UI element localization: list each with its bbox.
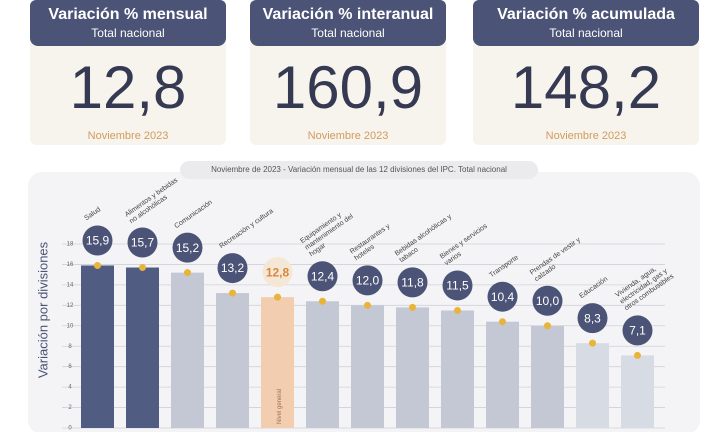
bar bbox=[576, 343, 609, 428]
bar bbox=[306, 301, 339, 428]
value-label: 12,0 bbox=[356, 274, 380, 288]
value-bubble bbox=[442, 270, 473, 301]
value-label: 11,8 bbox=[401, 276, 424, 290]
bar bbox=[81, 265, 114, 428]
bar-dot bbox=[229, 289, 236, 297]
bar bbox=[486, 321, 519, 428]
value-bubble bbox=[307, 261, 338, 292]
value-bubble bbox=[217, 253, 248, 284]
y-tick-label: 14 bbox=[67, 282, 74, 288]
bar-dot bbox=[184, 269, 191, 277]
y-tick-label: 12 bbox=[67, 303, 74, 309]
bar-dot bbox=[634, 351, 641, 359]
bar bbox=[531, 325, 564, 428]
chart-title: Noviembre de 2023 - Variación mensual de… bbox=[211, 165, 507, 174]
bar-dot bbox=[499, 318, 506, 326]
card-header: Variación % interanual Total nacional bbox=[250, 0, 446, 46]
value-bubble bbox=[487, 281, 518, 312]
value-bubble bbox=[127, 227, 158, 258]
card-title: Variación % mensual bbox=[48, 6, 208, 23]
card-subtitle: Total nacional bbox=[91, 26, 165, 40]
y-axis-label: Variación por divisiones bbox=[35, 241, 50, 378]
bar-dot bbox=[94, 261, 101, 269]
bar-dot bbox=[589, 339, 596, 347]
bar bbox=[126, 267, 159, 428]
value-label: 8,3 bbox=[584, 311, 601, 325]
value-label: 15,2 bbox=[176, 241, 200, 255]
bar-dot bbox=[364, 301, 371, 309]
value-label: 15,7 bbox=[131, 236, 155, 250]
y-tick-label: 10 bbox=[67, 323, 74, 329]
y-tick-label: 4 bbox=[68, 385, 72, 391]
bar-dot bbox=[544, 322, 551, 330]
value-label: 12,4 bbox=[311, 269, 335, 283]
value-bubble bbox=[577, 303, 608, 334]
card-value: 160,9 bbox=[272, 54, 424, 121]
kpi-card: Variación % mensual Total nacional 12,8 Nov… bbox=[30, 0, 226, 145]
y-tick-label: 2 bbox=[68, 405, 72, 411]
y-tick-label: 18 bbox=[67, 242, 74, 248]
bar bbox=[351, 305, 384, 428]
card-subtitle: Total nacional bbox=[549, 26, 623, 40]
value-bubble bbox=[82, 225, 113, 256]
bar-dot bbox=[409, 303, 416, 311]
bar-dot bbox=[454, 306, 461, 314]
y-tick-label: 8 bbox=[68, 344, 72, 350]
value-bubble bbox=[532, 285, 563, 316]
value-label: 10,0 bbox=[536, 294, 560, 308]
value-bubble bbox=[622, 315, 653, 346]
y-tick-label: 6 bbox=[68, 364, 72, 370]
bar-dot bbox=[274, 293, 281, 301]
card-title: Variación % interanual bbox=[262, 6, 434, 23]
y-tick-label: 0 bbox=[68, 426, 72, 432]
value-label: 12,8 bbox=[266, 265, 290, 279]
bar-dot bbox=[139, 264, 146, 272]
bar bbox=[396, 307, 429, 428]
kpi-card: Variación % acumulada Total nacional 148,2… bbox=[473, 0, 699, 145]
y-tick-label: 16 bbox=[67, 262, 74, 268]
bar bbox=[171, 272, 204, 428]
bar-dot bbox=[319, 297, 326, 305]
card-value: 148,2 bbox=[510, 54, 662, 121]
card-footer: Noviembre 2023 bbox=[545, 130, 627, 142]
title-pill bbox=[180, 161, 538, 179]
card-title: Variación % acumulada bbox=[497, 6, 675, 23]
value-label: 15,9 bbox=[86, 234, 110, 248]
value-label: 7,1 bbox=[629, 324, 646, 338]
value-bubble bbox=[262, 257, 293, 288]
x-tick-label: Nivel general bbox=[277, 389, 283, 424]
value-label: 11,5 bbox=[446, 279, 469, 293]
value-bubble bbox=[352, 265, 383, 296]
card-subtitle: Total nacional bbox=[311, 26, 385, 40]
card-header: Variación % acumulada Total nacional bbox=[473, 0, 699, 46]
value-bubble bbox=[172, 232, 203, 263]
value-label: 10,4 bbox=[491, 290, 515, 304]
card-footer: Noviembre 2023 bbox=[87, 130, 169, 142]
value-label: 13,2 bbox=[221, 261, 245, 275]
bar bbox=[261, 297, 294, 428]
kpi-card: Variación % interanual Total nacional 160,… bbox=[250, 0, 446, 145]
card-footer: Noviembre 2023 bbox=[307, 130, 389, 142]
bar bbox=[621, 355, 654, 428]
value-bubble bbox=[397, 267, 428, 298]
bar bbox=[216, 293, 249, 428]
bar bbox=[441, 310, 474, 428]
card-header: Variación % mensual Total nacional bbox=[30, 0, 226, 46]
card-value: 12,8 bbox=[69, 54, 187, 121]
